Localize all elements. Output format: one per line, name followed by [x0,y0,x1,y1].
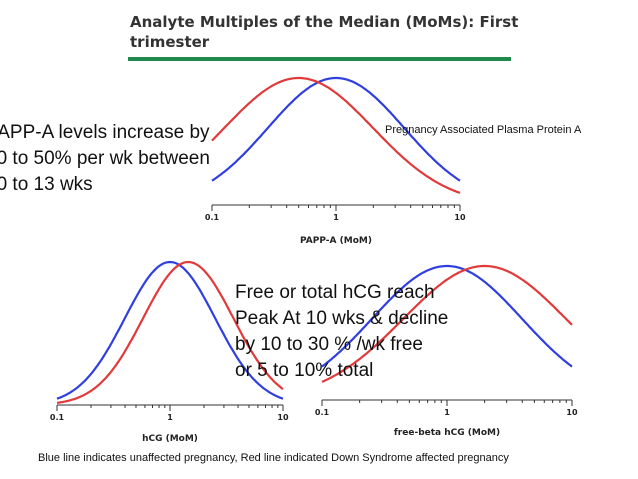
hcg-chart: 0.1 1 10 hCG (MoM) [50,260,289,444]
slide-title: Analyte Multiples of the Median (MoMs): … [130,12,550,52]
hcg-description-line-2: Peak At 10 wks & decline [235,308,449,329]
free-beta-hcg-chart: 0.1 1 10 free-beta hCG (MoM) [315,264,578,438]
x-tick-label: 1 [444,408,450,417]
unaffected-curve [211,76,461,182]
pappa-description-line-2: 30 to 50% per wk between [0,148,210,169]
pappa-description-line-3: 10 to 13 wks [0,174,93,195]
slide-title-line-2: trimester [130,33,210,51]
hcg-description-line-1: Free or total hCG reach [235,282,435,303]
x-tick-label: 10 [566,408,578,417]
pappa-full-name: Pregnancy Associated Plasma Protein A [385,124,582,136]
slide-title-line-1: Analyte Multiples of the Median (MoMs): … [130,13,519,31]
down-syndrome-curve [56,260,284,404]
x-tick-label: 1 [167,413,173,422]
legend-footer: Blue line indicates unaffected pregnancy… [38,452,509,464]
hcg-description-line-4: or 5 to 10% total [235,360,374,381]
unaffected-curve [56,260,284,400]
x-tick-label: 0.1 [205,213,220,222]
pappa-description-line-1: PAPP-A levels increase by [0,122,210,143]
hcg-description: Free or total hCG reach Peak At 10 wks &… [235,280,448,384]
pappa-description: PAPP-A levels increase by 30 to 50% per … [0,120,210,198]
x-axis-label: PAPP-A (MoM) [300,236,372,246]
pappa-chart: 0.1 1 10 PAPP-A (MoM) [205,76,466,246]
x-tick-label: 0.1 [50,413,65,422]
x-axis-label: free-beta hCG (MoM) [394,428,500,438]
x-tick-label: 0.1 [315,408,330,417]
x-tick-label: 10 [454,213,466,222]
down-syndrome-curve [321,264,573,383]
x-tick-label: 10 [277,413,289,422]
down-syndrome-curve [211,76,461,194]
x-tick-label: 1 [333,213,339,222]
x-axis-label: hCG (MoM) [142,434,198,444]
unaffected-curve [321,264,573,368]
hcg-description-line-3: by 10 to 30 % /wk free [235,334,423,355]
title-underline [128,57,511,61]
